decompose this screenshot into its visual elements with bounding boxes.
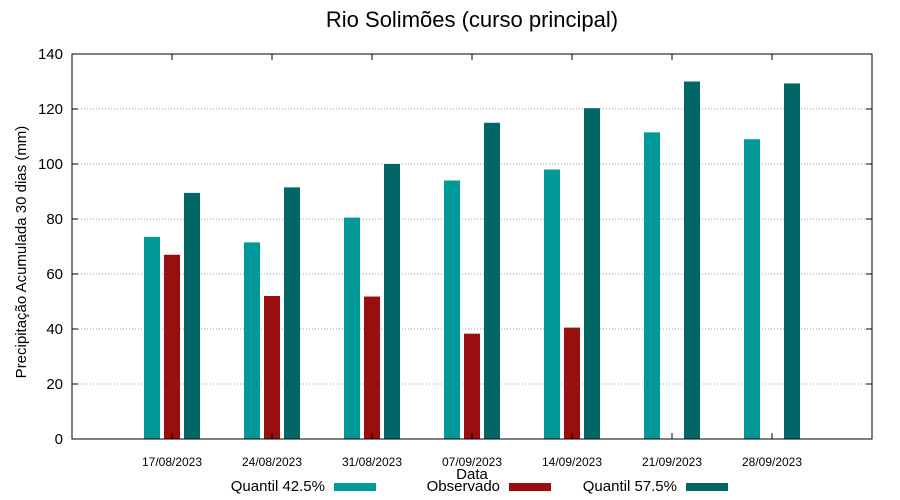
bar-quantil-42-5- (244, 242, 260, 439)
bar-observado (164, 254, 180, 439)
bar-quantil-42-5- (144, 236, 160, 439)
bar-observado (264, 296, 280, 439)
bar-quantil-42-5- (644, 132, 660, 439)
x-tick-label: 21/09/2023 (642, 455, 702, 469)
legend-label: Observado (427, 478, 500, 495)
legend-swatch (509, 483, 551, 491)
y-axis: 0 20 40 60 80 100 120 140 (38, 46, 872, 448)
x-axis: 17/08/2023 24/08/2023 31/08/2023 07/09/2023… (142, 54, 802, 469)
bar-quantil-42-5- (744, 139, 760, 439)
x-tick-label: 17/08/2023 (142, 455, 202, 469)
legend-label: Quantil 42.5% (231, 478, 325, 495)
grid-lines (72, 108, 872, 385)
bar-quantil-57-5- (784, 83, 800, 440)
legend-label: Quantil 57.5% (583, 478, 677, 495)
y-tick-label: 60 (46, 266, 63, 283)
bars (144, 81, 800, 440)
legend: Quantil 42.5% Observado Quantil 57.5% (231, 478, 728, 495)
bar-quantil-57-5- (684, 81, 700, 439)
y-tick-label: 20 (46, 376, 63, 393)
x-tick-label: 31/08/2023 (342, 455, 402, 469)
bar-observado (464, 333, 480, 439)
bar-observado (564, 327, 580, 439)
bar-quantil-42-5- (544, 169, 560, 439)
bar-quantil-42-5- (444, 180, 460, 439)
x-tick-label: 07/09/2023 (442, 455, 502, 469)
bar-quantil-57-5- (584, 108, 600, 440)
x-tick-label: 24/08/2023 (242, 455, 302, 469)
x-axis-label: Data (456, 466, 488, 483)
bar-quantil-57-5- (384, 164, 400, 439)
bar-quantil-57-5- (184, 192, 200, 439)
bar-quantil-57-5- (284, 187, 300, 439)
y-tick-label: 140 (38, 46, 63, 63)
y-tick-label: 120 (38, 101, 63, 118)
bar-observado (364, 296, 380, 439)
y-tick-label: 0 (55, 431, 63, 448)
x-tick-label: 28/09/2023 (742, 455, 802, 469)
y-tick-label: 80 (46, 211, 63, 228)
bar-quantil-57-5- (484, 122, 500, 439)
x-tick-label: 14/09/2023 (542, 455, 602, 469)
y-tick-label: 40 (46, 321, 63, 338)
y-tick-label: 100 (38, 156, 63, 173)
bar-quantil-42-5- (344, 217, 360, 439)
chart-title: Rio Solimões (curso principal) (326, 7, 618, 32)
y-axis-label: Precipitação Acumulada 30 dias (mm) (13, 126, 30, 379)
legend-swatch (686, 483, 728, 491)
legend-swatch (334, 483, 376, 491)
